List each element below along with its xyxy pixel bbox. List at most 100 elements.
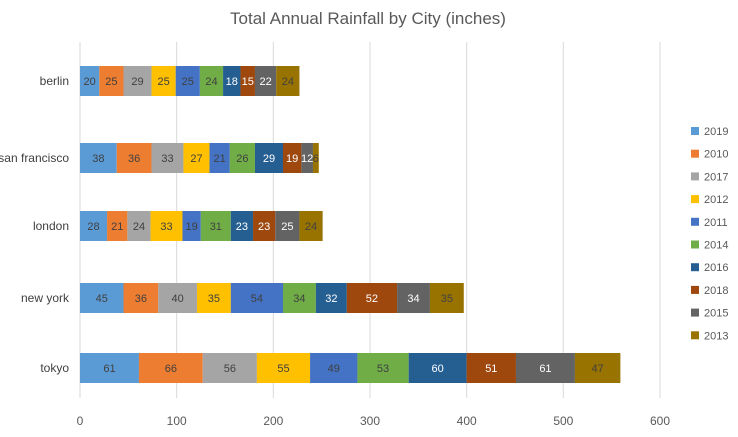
segment-value-label: 29 (131, 76, 143, 88)
segment-value-label: 55 (277, 363, 289, 375)
category-label: san francisco (0, 151, 69, 165)
segment-value-label: 25 (157, 76, 169, 88)
legend-swatch (691, 127, 699, 135)
legend-item: 2010 (691, 149, 728, 161)
bar-segment (275, 211, 300, 241)
bar-segment (138, 353, 203, 383)
legend-label: 2016 (704, 262, 728, 274)
segment-value-label: 18 (226, 76, 238, 88)
bar-segment (312, 143, 319, 173)
legend-item: 2019 (691, 126, 728, 138)
bar-segment (209, 143, 230, 173)
segment-value-label: 23 (236, 221, 248, 233)
bar-segment (151, 66, 176, 96)
segment-value-label: 33 (161, 153, 173, 165)
bar-segment (310, 353, 358, 383)
bar-segment (202, 353, 257, 383)
bar-segment (346, 283, 398, 313)
category-labels: berlin san francisco london new york tokyo (0, 74, 70, 375)
segment-value-label: 34 (407, 293, 419, 305)
segment-value-label: 35 (208, 293, 220, 305)
category-label: berlin (40, 74, 69, 88)
bar-segment (230, 211, 254, 241)
bar-segment (408, 353, 467, 383)
legend-swatch (691, 240, 699, 249)
segment-value-label: 25 (105, 76, 117, 88)
segment-value-label: 34 (293, 293, 305, 305)
segment-value-label: 66 (165, 363, 177, 375)
segment-value-label: 45 (96, 293, 108, 305)
bar-segment (299, 211, 323, 241)
bar-segment (80, 353, 139, 383)
bar-segment (80, 66, 100, 96)
segment-value-label: 33 (160, 221, 172, 233)
legend-swatch (691, 217, 699, 226)
segment-value-label: 53 (377, 363, 389, 375)
segment-value-label: 24 (205, 76, 217, 88)
bar-segment (466, 353, 516, 383)
segment-value-label: 31 (210, 221, 222, 233)
bar-segment (315, 283, 347, 313)
segment-value-label: 40 (172, 293, 184, 305)
bar-segment (229, 143, 255, 173)
segment-value-label: 23 (258, 221, 270, 233)
bar-segment (80, 143, 117, 173)
segment-value-label: 26 (236, 153, 248, 165)
legend-label: 2012 (704, 194, 728, 206)
legend-label: 2013 (704, 330, 728, 342)
bar-segment (199, 66, 224, 96)
bar-segment (80, 283, 124, 313)
category-label: tokyo (40, 361, 69, 375)
segment-value-label: 25 (281, 221, 293, 233)
bars (80, 66, 621, 383)
segment-value-label: 25 (182, 76, 194, 88)
legend-item: 2018 (691, 285, 728, 297)
bar-segment (223, 66, 241, 96)
segment-value-label: 20 (84, 76, 96, 88)
legend-label: 2010 (704, 149, 728, 161)
segment-value-label: 51 (485, 363, 497, 375)
bar-segment (183, 143, 210, 173)
bar-segment (182, 211, 201, 241)
segment-value-label: 61 (103, 363, 115, 375)
category-label: new york (21, 291, 70, 305)
legend: 2019 2010 2017 2012 2011 2014 2016 2018 2015 2013 (691, 126, 728, 342)
category-label: london (33, 219, 69, 233)
bar-segment (150, 211, 183, 241)
bar-segment (301, 143, 313, 173)
bar-segment (283, 283, 316, 313)
segment-value-label: 19 (186, 221, 198, 233)
x-tick-label: 0 (77, 414, 84, 428)
bar-segment (397, 283, 430, 313)
legend-item: 2013 (691, 330, 728, 342)
bar-segment (158, 283, 197, 313)
legend-swatch (691, 308, 699, 317)
bar-segment (175, 66, 200, 96)
bar-segment (283, 143, 302, 173)
segment-value-label: 47 (592, 363, 604, 375)
segment-value-label: 28 (87, 221, 99, 233)
x-tick-label: 300 (360, 414, 380, 428)
x-tick-label: 100 (167, 414, 187, 428)
legend-swatch (691, 149, 699, 158)
x-tick-labels: 0 100 200 300 400 500 600 (77, 414, 671, 428)
x-tick-label: 400 (457, 414, 477, 428)
bar-segment (276, 66, 300, 96)
segment-value-label: 29 (263, 153, 275, 165)
segment-value-label: 19 (286, 153, 298, 165)
segment-value-label: 49 (328, 363, 340, 375)
x-tick-label: 500 (553, 414, 573, 428)
segment-value-label: 24 (133, 221, 145, 233)
legend-label: 2015 (704, 308, 728, 320)
bar-segment (254, 66, 277, 96)
segment-value-label: 56 (224, 363, 236, 375)
segment-value-label: 52 (366, 293, 378, 305)
legend-label: 2019 (704, 126, 728, 138)
legend-swatch (691, 263, 699, 272)
segment-value-label: 24 (282, 76, 294, 88)
segment-value-label: 27 (190, 153, 202, 165)
bar-segment (127, 211, 151, 241)
x-tick-label: 600 (650, 414, 670, 428)
